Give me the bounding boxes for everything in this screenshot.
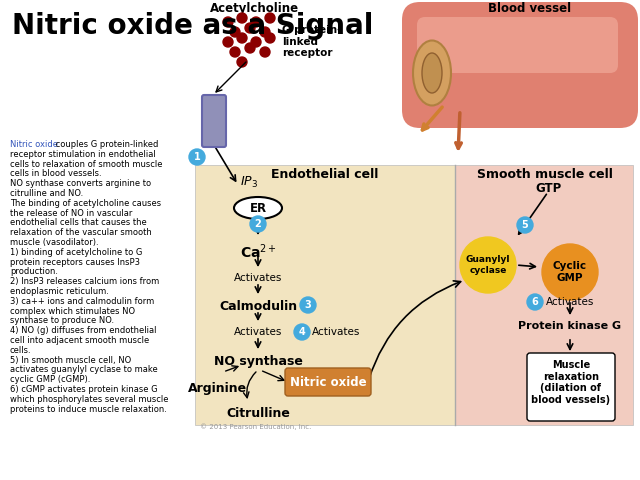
Circle shape <box>260 47 270 57</box>
Text: Guanylyl
cyclase: Guanylyl cyclase <box>466 255 510 275</box>
Text: Nitric oxide as a Signal: Nitric oxide as a Signal <box>12 12 373 40</box>
Circle shape <box>527 294 543 310</box>
Text: cell into adjacent smooth muscle: cell into adjacent smooth muscle <box>10 336 149 345</box>
Circle shape <box>230 47 240 57</box>
Circle shape <box>251 37 261 47</box>
Text: 5: 5 <box>522 220 529 230</box>
Circle shape <box>223 37 233 47</box>
Text: muscle (vasodilator).: muscle (vasodilator). <box>10 238 99 247</box>
Circle shape <box>260 27 270 37</box>
Circle shape <box>245 43 255 53</box>
Text: receptor stimulation in endothelial: receptor stimulation in endothelial <box>10 150 156 159</box>
Circle shape <box>517 217 533 233</box>
Text: NO synthase converts arginine to: NO synthase converts arginine to <box>10 179 151 188</box>
Text: which phosphorylates several muscle: which phosphorylates several muscle <box>10 395 168 404</box>
Circle shape <box>237 13 247 23</box>
Circle shape <box>300 297 316 313</box>
Circle shape <box>245 23 255 33</box>
Ellipse shape <box>234 197 282 219</box>
Text: proteins to induce muscle relaxation.: proteins to induce muscle relaxation. <box>10 405 167 414</box>
Text: synthase to produce NO.: synthase to produce NO. <box>10 316 114 325</box>
Text: Smooth muscle cell: Smooth muscle cell <box>477 168 613 181</box>
Text: Activates: Activates <box>234 327 282 337</box>
Text: G protein-
linked
receptor: G protein- linked receptor <box>282 25 341 58</box>
Text: endoplasmic reticulum.: endoplasmic reticulum. <box>10 287 109 296</box>
Text: 4) NO (g) diffuses from endothelial: 4) NO (g) diffuses from endothelial <box>10 326 157 335</box>
Circle shape <box>265 13 275 23</box>
Circle shape <box>251 17 261 27</box>
Text: IP$_3$: IP$_3$ <box>240 174 258 190</box>
Text: Ca$^{2+}$: Ca$^{2+}$ <box>239 242 276 261</box>
Circle shape <box>223 17 233 27</box>
Text: cells in blood vessels.: cells in blood vessels. <box>10 169 102 179</box>
Circle shape <box>237 57 247 67</box>
FancyBboxPatch shape <box>455 165 633 425</box>
FancyBboxPatch shape <box>285 368 371 396</box>
Text: protein receptors causes InsP3: protein receptors causes InsP3 <box>10 258 140 266</box>
Text: ER: ER <box>250 202 267 215</box>
Text: 6: 6 <box>532 297 538 307</box>
FancyArrowPatch shape <box>369 281 461 379</box>
Circle shape <box>294 324 310 340</box>
Circle shape <box>265 33 275 43</box>
Text: NO synthase: NO synthase <box>214 355 303 368</box>
Text: The binding of acetylcholine causes: The binding of acetylcholine causes <box>10 199 161 208</box>
Circle shape <box>460 237 516 293</box>
Circle shape <box>189 149 205 165</box>
Text: 1) binding of acetylcholine to G: 1) binding of acetylcholine to G <box>10 248 142 257</box>
Text: 4: 4 <box>299 327 305 337</box>
Text: Blood vessel: Blood vessel <box>488 2 572 15</box>
Circle shape <box>542 244 598 300</box>
Text: cells.: cells. <box>10 346 31 355</box>
FancyBboxPatch shape <box>402 2 638 128</box>
Text: Activates: Activates <box>234 273 282 283</box>
Text: 3: 3 <box>305 300 312 310</box>
Text: relaxation of the vascular smooth: relaxation of the vascular smooth <box>10 228 152 237</box>
Text: Citrulline: Citrulline <box>226 407 290 420</box>
Text: 6) cGMP activates protein kinase G: 6) cGMP activates protein kinase G <box>10 385 157 394</box>
Text: cyclic GMP (cGMP).: cyclic GMP (cGMP). <box>10 375 90 384</box>
Text: complex which stimulates NO: complex which stimulates NO <box>10 307 135 316</box>
Text: GTP: GTP <box>535 182 561 195</box>
Text: Muscle
relaxation
(dilation of
blood vessels): Muscle relaxation (dilation of blood ves… <box>531 360 611 405</box>
Text: Calmodulin: Calmodulin <box>219 300 297 313</box>
FancyBboxPatch shape <box>202 95 226 147</box>
Text: © 2013 Pearson Education, Inc.: © 2013 Pearson Education, Inc. <box>200 423 312 430</box>
FancyBboxPatch shape <box>527 353 615 421</box>
Text: activates guanylyl cyclase to make: activates guanylyl cyclase to make <box>10 365 157 374</box>
Text: the release of NO in vascular: the release of NO in vascular <box>10 209 132 217</box>
Text: 2: 2 <box>255 219 261 229</box>
Text: Arginine: Arginine <box>188 382 248 395</box>
Text: couples G protein-linked: couples G protein-linked <box>53 140 158 149</box>
Text: Activates: Activates <box>546 297 595 307</box>
Text: Cyclic
GMP: Cyclic GMP <box>553 261 587 283</box>
Text: endothelial cells that causes the: endothelial cells that causes the <box>10 218 147 228</box>
FancyBboxPatch shape <box>195 165 455 425</box>
Circle shape <box>250 216 266 232</box>
Text: Nitric oxide: Nitric oxide <box>10 140 58 149</box>
Text: Endothelial cell: Endothelial cell <box>271 168 379 181</box>
Circle shape <box>237 33 247 43</box>
Text: Nitric oxide: Nitric oxide <box>290 375 366 388</box>
Circle shape <box>230 27 240 37</box>
Ellipse shape <box>422 53 442 93</box>
Text: 1: 1 <box>194 152 200 162</box>
Text: 2) InsP3 releases calcium ions from: 2) InsP3 releases calcium ions from <box>10 277 159 286</box>
Text: cells to relaxation of smooth muscle: cells to relaxation of smooth muscle <box>10 159 163 168</box>
Text: Acetylcholine: Acetylcholine <box>211 2 300 15</box>
Text: 3) ca++ ions and calmodulin form: 3) ca++ ions and calmodulin form <box>10 297 154 306</box>
Text: Protein kinase G: Protein kinase G <box>518 321 621 331</box>
Text: production.: production. <box>10 267 58 276</box>
FancyBboxPatch shape <box>417 17 618 73</box>
Ellipse shape <box>413 40 451 106</box>
Text: citrulline and NO.: citrulline and NO. <box>10 189 83 198</box>
Text: 5) In smooth muscle cell, NO: 5) In smooth muscle cell, NO <box>10 356 131 365</box>
Text: Activates: Activates <box>312 327 360 337</box>
